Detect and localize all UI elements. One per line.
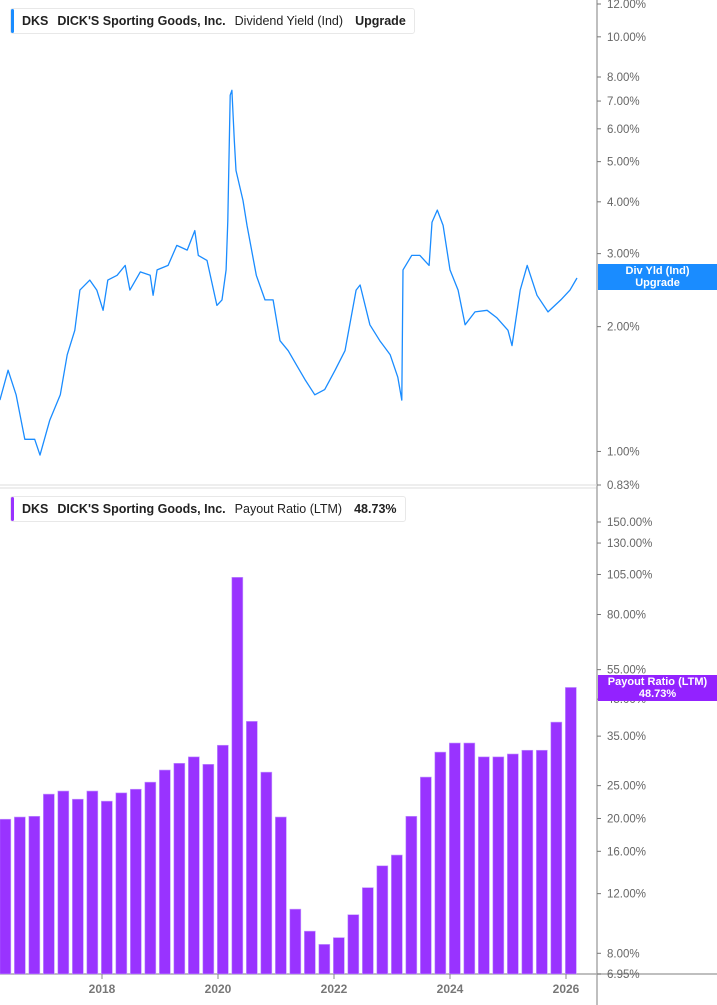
yield-y-tick-label: 10.00%	[607, 32, 646, 44]
payout-y-tick-label: 150.00%	[607, 517, 652, 529]
yield-y-tick-label: 1.00%	[607, 446, 640, 458]
legend-ticker: DKS	[22, 502, 49, 516]
payout-bar	[275, 816, 287, 975]
payout-y-tick-label: 55.00%	[607, 665, 646, 677]
legend-upgrade-link[interactable]: Upgrade	[355, 14, 406, 28]
payout-bar	[246, 721, 258, 975]
x-tick-label: 2018	[89, 982, 116, 996]
yield-y-tick-label: 7.00%	[607, 96, 640, 108]
payout-bar	[14, 816, 26, 975]
payout-bar	[217, 744, 229, 975]
payout-bar	[362, 887, 374, 975]
payout-bar	[0, 818, 12, 975]
yield-last-value-flag[interactable]: Div Yld (Ind) Upgrade	[598, 264, 717, 290]
payout-y-tick-label: 130.00%	[607, 538, 652, 550]
flag-value: Upgrade	[635, 277, 680, 289]
payout-bar	[391, 854, 403, 975]
payout-bar	[130, 788, 142, 975]
legend-metric: Dividend Yield (Ind)	[234, 14, 344, 28]
payout-y-tick-label: 35.00%	[607, 731, 646, 743]
payout-y-tick-label: 80.00%	[607, 609, 646, 621]
yield-y-tick-label: 0.83%	[607, 480, 640, 492]
payout-bar	[376, 865, 389, 975]
x-tick-label: 2026	[553, 982, 580, 996]
yield-legend-color	[11, 9, 14, 33]
payout-bar	[289, 908, 302, 975]
flag-label: Payout Ratio (LTM)	[607, 676, 708, 688]
legend-company: DICK'S Sporting Goods, Inc.	[57, 14, 226, 28]
payout-last-value-flag: Payout Ratio (LTM) 48.73%	[598, 675, 717, 701]
legend-metric: Payout Ratio (LTM)	[234, 502, 343, 516]
legend-company: DICK'S Sporting Goods, Inc.	[57, 502, 226, 516]
payout-bar	[521, 749, 534, 975]
payout-bar	[57, 790, 70, 975]
flag-value: 48.73%	[638, 688, 677, 700]
payout-bar	[173, 762, 186, 975]
payout-y-tick-label: 6.95%	[607, 969, 640, 981]
payout-y-tick-label: 12.00%	[607, 889, 646, 901]
payout-bar	[72, 798, 84, 975]
payout-bar	[449, 742, 461, 975]
flag-label: Div Yld (Ind)	[625, 265, 690, 277]
yield-y-tick-label: 6.00%	[607, 124, 640, 136]
yield-y-tick-label: 3.00%	[607, 249, 640, 261]
payout-bar	[492, 756, 505, 975]
payout-bar	[159, 769, 171, 975]
payout-y-tick-label: 25.00%	[607, 781, 646, 793]
payout-bar	[405, 815, 418, 975]
payout-bar	[318, 944, 331, 975]
payout-y-tick-label: 105.00%	[607, 569, 652, 581]
payout-bar	[188, 756, 200, 975]
yield-y-tick-label: 8.00%	[607, 72, 640, 84]
yield-y-tick-label: 4.00%	[607, 197, 640, 209]
yield-legend[interactable]: DKS DICK'S Sporting Goods, Inc. Dividend…	[10, 8, 415, 34]
payout-bar	[333, 937, 345, 975]
x-tick-label: 2020	[205, 982, 232, 996]
payout-y-tick-label: 20.00%	[607, 813, 646, 825]
payout-bar	[260, 771, 273, 975]
payout-bar	[550, 721, 563, 975]
legend-ticker: DKS	[22, 14, 49, 28]
payout-bar	[144, 781, 157, 975]
payout-bar	[536, 749, 548, 975]
payout-y-tick-label: 8.00%	[607, 948, 640, 960]
yield-y-tick-label: 2.00%	[607, 322, 640, 334]
payout-bar	[231, 577, 244, 975]
payout-bar	[101, 800, 113, 975]
payout-bar	[420, 776, 432, 975]
x-tick-label: 2024	[437, 982, 464, 996]
payout-bar	[202, 764, 215, 975]
dividend-yield-line	[0, 89, 578, 456]
payout-bar	[28, 815, 41, 975]
payout-bar	[43, 793, 55, 975]
legend-value: 48.73%	[354, 502, 397, 516]
payout-bar	[304, 930, 316, 975]
yield-y-tick-label: 12.00%	[607, 0, 646, 11]
yield-y-tick-label: 5.00%	[607, 157, 640, 169]
payout-bar	[115, 792, 128, 975]
payout-bar	[565, 687, 577, 975]
payout-y-tick-label: 16.00%	[607, 846, 646, 858]
payout-bar	[463, 742, 476, 975]
payout-bar	[434, 751, 447, 975]
payout-bar	[507, 753, 519, 975]
payout-legend-color	[11, 497, 14, 521]
payout-bar	[478, 756, 490, 975]
payout-bar	[347, 914, 360, 975]
payout-bar	[86, 790, 99, 975]
x-tick-label: 2022	[321, 982, 348, 996]
payout-legend[interactable]: DKS DICK'S Sporting Goods, Inc. Payout R…	[10, 496, 406, 522]
